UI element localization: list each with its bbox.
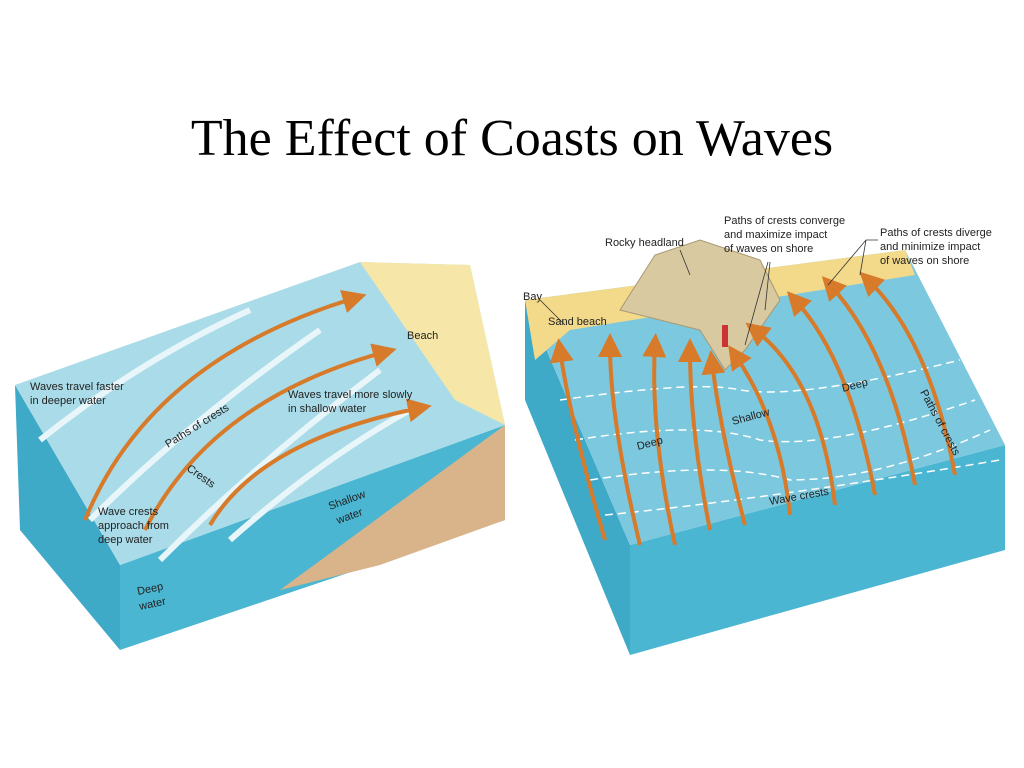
path-arrow: [143, 343, 397, 531]
label: deep water: [98, 534, 153, 546]
left-face: [15, 385, 120, 650]
front-face: [630, 445, 1005, 655]
rocky-headland: [619, 239, 781, 371]
path-arrow: [549, 338, 607, 541]
lighthouse: [722, 325, 728, 347]
path-arrow: [728, 345, 792, 516]
path-arrow: [598, 333, 642, 546]
label: of waves on shore: [724, 243, 813, 255]
sand-section: [280, 425, 505, 590]
label: Sand beach: [548, 316, 607, 328]
path-arrow: [859, 271, 957, 476]
path-arrow: [83, 289, 367, 521]
label: Rocky headland: [605, 237, 684, 249]
path-arrow: [745, 322, 837, 506]
label: in deeper water: [30, 395, 106, 407]
water-surface: [525, 250, 1005, 545]
path-arrow: [208, 398, 432, 527]
label: water: [137, 596, 167, 614]
label: Waves travel faster: [30, 381, 124, 393]
label: Waves travel more slowly: [288, 389, 413, 401]
label: in shallow water: [288, 403, 367, 415]
right-diagram: [525, 239, 1005, 655]
label: Paths of crests diverge: [880, 227, 992, 239]
label: Bay: [523, 291, 542, 303]
wave-crest: [559, 359, 1001, 516]
path-arrow: [821, 276, 917, 486]
left-diagram: [15, 262, 505, 650]
label: and minimize impact: [880, 241, 980, 253]
crest-line: [38, 307, 412, 563]
label: approach from: [98, 520, 169, 532]
label: Paths of crests converge: [724, 215, 845, 227]
path-arrow: [642, 333, 677, 546]
front-face: [120, 425, 505, 650]
path-arrow: [786, 291, 877, 496]
label: of waves on shore: [880, 255, 969, 267]
label: Beach: [407, 330, 438, 342]
label: Wave crests: [98, 506, 159, 518]
path-arrow: [678, 338, 712, 531]
label: Deep: [136, 581, 164, 598]
label: and maximize impact: [724, 229, 827, 241]
slide-title: The Effect of Coasts on Waves: [191, 110, 833, 167]
path-arrow: [701, 350, 747, 526]
left-face: [525, 300, 630, 655]
beach: [360, 262, 505, 425]
leader-line: [539, 239, 878, 346]
water-surface: [15, 262, 505, 565]
